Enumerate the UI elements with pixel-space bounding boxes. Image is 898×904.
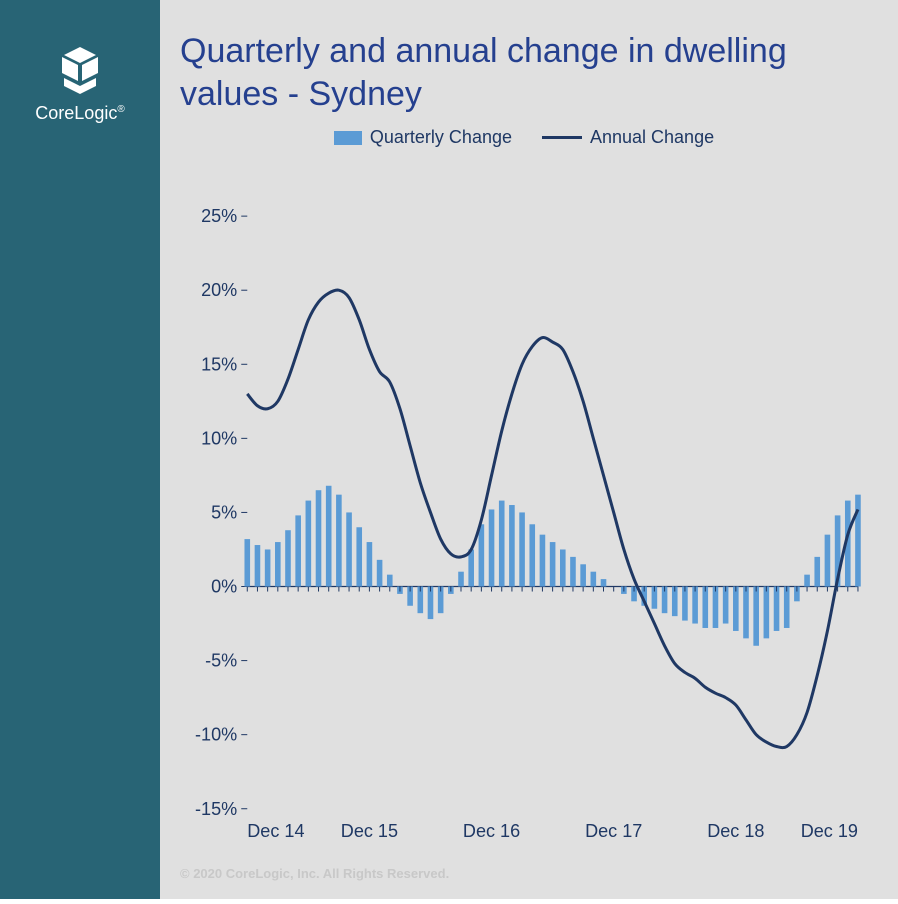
chart-plot-area: -15% -10% -5% 0% 5% 10% 15% 20% 25% Dec 14 Dec 15 D… (185, 156, 868, 899)
svg-text:25%: 25% (201, 206, 237, 226)
legend-quarterly: Quarterly Change (334, 127, 512, 148)
svg-text:Dec 19: Dec 19 (801, 821, 858, 841)
svg-text:Dec 14: Dec 14 (247, 821, 304, 841)
svg-text:Dec 18: Dec 18 (707, 821, 764, 841)
svg-text:Dec 15: Dec 15 (341, 821, 398, 841)
svg-text:15%: 15% (201, 354, 237, 374)
svg-text:-10%: -10% (195, 725, 237, 745)
chart-main: Quarterly and annual change in dwelling … (160, 0, 898, 899)
corelogic-cube-icon (50, 45, 110, 95)
svg-text:-5%: -5% (205, 651, 237, 671)
chart-container: CoreLogic® Quarterly and annual change i… (0, 0, 898, 899)
legend-annual: Annual Change (542, 127, 714, 148)
legend-line-icon (542, 136, 582, 139)
brand-name: CoreLogic® (35, 103, 124, 124)
chart-svg: -15% -10% -5% 0% 5% 10% 15% 20% 25% Dec 14 Dec 15 D… (185, 156, 868, 899)
svg-text:5%: 5% (211, 502, 237, 522)
svg-text:Dec 16: Dec 16 (463, 821, 520, 841)
svg-text:10%: 10% (201, 428, 237, 448)
svg-text:0%: 0% (211, 577, 237, 597)
brand-sidebar: CoreLogic® (0, 0, 160, 899)
chart-title: Quarterly and annual change in dwelling … (180, 30, 868, 115)
legend-bar-icon (334, 131, 362, 145)
svg-text:20%: 20% (201, 280, 237, 300)
svg-text:Dec 17: Dec 17 (585, 821, 642, 841)
legend-quarterly-label: Quarterly Change (370, 127, 512, 148)
chart-legend: Quarterly Change Annual Change (180, 127, 868, 148)
legend-annual-label: Annual Change (590, 127, 714, 148)
svg-text:-15%: -15% (195, 799, 237, 819)
copyright-footer: © 2020 CoreLogic, Inc. All Rights Reserv… (180, 866, 449, 881)
